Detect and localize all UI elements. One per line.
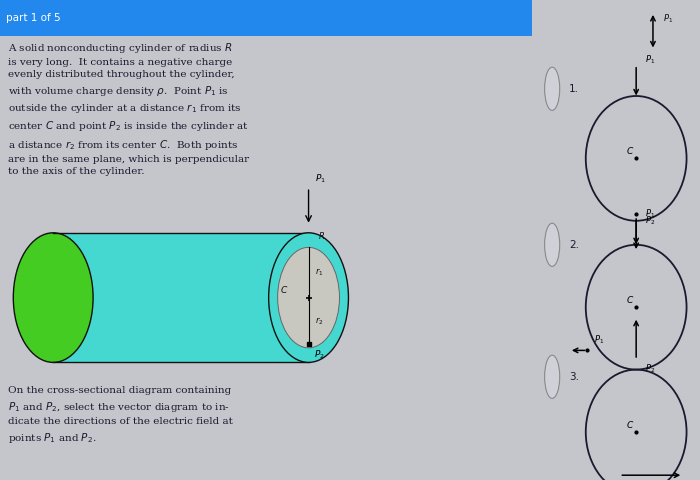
Text: $P_1$: $P_1$ — [315, 172, 326, 185]
Text: 2.: 2. — [569, 240, 579, 250]
Text: On the cross-sectional diagram containing
$P_1$ and $P_2$, select the vector dia: On the cross-sectional diagram containin… — [8, 386, 233, 444]
Bar — [0, 0, 532, 36]
Text: $P_1$: $P_1$ — [594, 333, 604, 346]
Ellipse shape — [269, 233, 349, 362]
Text: $P_1$: $P_1$ — [663, 13, 673, 25]
Circle shape — [545, 223, 560, 266]
Text: $P_1$: $P_1$ — [645, 54, 654, 66]
Ellipse shape — [13, 233, 93, 362]
Text: $r_2$: $r_2$ — [315, 315, 323, 327]
Text: 3.: 3. — [569, 372, 579, 382]
Text: $C$: $C$ — [626, 419, 634, 430]
Text: $P_2$: $P_2$ — [314, 348, 325, 360]
Text: A solid nonconducting cylinder of radius $R$
is very long.  It contains a negati: A solid nonconducting cylinder of radius… — [8, 41, 249, 176]
Text: $P_2$: $P_2$ — [645, 362, 654, 375]
Text: $C$: $C$ — [626, 294, 634, 305]
Bar — [53, 233, 309, 362]
Text: part 1 of 5: part 1 of 5 — [6, 13, 61, 23]
Text: $C$: $C$ — [280, 284, 288, 295]
Text: $P_1$: $P_1$ — [645, 207, 654, 220]
Text: 1.: 1. — [569, 84, 579, 94]
Text: $C$: $C$ — [626, 145, 634, 156]
Text: $P_2$: $P_2$ — [645, 215, 654, 227]
Circle shape — [545, 355, 560, 398]
Circle shape — [545, 67, 560, 110]
Text: $r_1$: $r_1$ — [315, 266, 323, 278]
Text: $R$: $R$ — [318, 230, 326, 241]
Ellipse shape — [278, 247, 340, 348]
